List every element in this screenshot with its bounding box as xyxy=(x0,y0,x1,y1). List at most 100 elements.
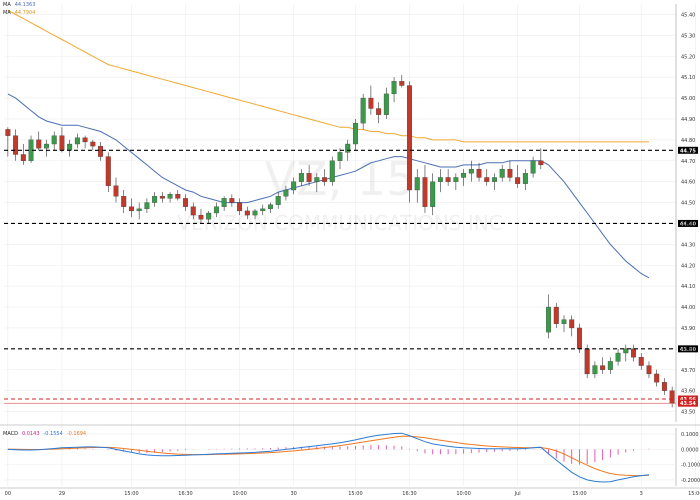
candle-10 xyxy=(82,135,88,149)
candle-body-27 xyxy=(213,206,219,214)
time-tick-label-2: 15:00 xyxy=(124,491,138,497)
price-tick-label-14: 44.00 xyxy=(681,305,695,311)
candle-37 xyxy=(291,177,297,195)
candle-body-8 xyxy=(67,143,73,151)
time-tick-label-6: 15:00 xyxy=(348,491,362,497)
candle-82 xyxy=(638,353,644,370)
price-tick-label-9: 44.50 xyxy=(681,201,695,207)
ma-slow-line xyxy=(7,9,649,143)
candle-67 xyxy=(522,169,528,191)
level-tag-0 xyxy=(678,146,698,154)
candle-body-5 xyxy=(44,143,49,149)
price-tick-label-18: 43.60 xyxy=(681,389,695,395)
macd-pane: 0.1000 0.0000 -0.1000 -0.2000 xyxy=(4,428,700,486)
macd-tick-label-3: -0.2000 xyxy=(681,478,700,484)
candle-51 xyxy=(399,75,405,88)
candle-15 xyxy=(121,190,127,213)
candle-body-54 xyxy=(422,177,428,207)
candle-body-28 xyxy=(221,198,227,207)
candle-body-21 xyxy=(167,194,173,199)
candle-55 xyxy=(430,173,436,216)
level-label-2: 43.80 xyxy=(680,347,696,353)
time-tick-label-9: Jul xyxy=(514,491,521,497)
candle-body-74 xyxy=(576,327,582,350)
candle-body-14 xyxy=(113,185,119,197)
candle-body-2 xyxy=(20,154,26,161)
candle-71 xyxy=(553,302,559,328)
macd-tick-label-1: 0.0000 xyxy=(681,447,699,453)
candle-body-86 xyxy=(669,390,675,404)
candle-57 xyxy=(445,169,451,186)
candle-body-30 xyxy=(237,202,243,212)
candle-32 xyxy=(252,208,258,220)
candle-body-10 xyxy=(82,137,88,143)
price-tick-label-16: 43.80 xyxy=(681,347,695,353)
legend-ma1: MA 44.1363 xyxy=(3,2,35,8)
candle-2 xyxy=(20,144,26,165)
candle-75 xyxy=(584,344,590,379)
candle-body-67 xyxy=(522,173,528,184)
candle-78 xyxy=(607,357,613,374)
candle-63 xyxy=(492,173,497,191)
time-tick-label-8: 10:00 xyxy=(456,491,470,497)
legend-ma2-label: MA xyxy=(3,10,11,16)
candle-body-33 xyxy=(260,208,266,212)
candle-18 xyxy=(144,198,150,213)
candle-56 xyxy=(437,169,443,193)
candle-body-0 xyxy=(5,129,11,136)
candle-body-71 xyxy=(553,306,559,324)
macd-line xyxy=(7,432,650,483)
time-tick-label-0: 00 xyxy=(5,491,11,497)
legend-ma2-value: 44.7904 xyxy=(14,10,36,16)
time-tick-label-4: 10:00 xyxy=(232,491,246,497)
price-tick-label-12: 44.20 xyxy=(681,263,695,269)
candle-84 xyxy=(654,369,660,387)
candle-body-6 xyxy=(51,135,57,145)
candle-30 xyxy=(237,198,243,216)
candle-60 xyxy=(468,160,474,182)
candle-46 xyxy=(360,93,366,130)
legend-macd: MACD 0.0143 -0.1554 -0.1694 xyxy=(3,431,86,437)
candle-38 xyxy=(298,169,304,186)
candle-16 xyxy=(128,198,134,218)
candle-14 xyxy=(113,177,119,203)
price-tick-label-7: 44.70 xyxy=(681,159,695,165)
candle-body-17 xyxy=(136,208,142,212)
price-tick-label-17: 43.70 xyxy=(681,368,695,374)
candle-body-70 xyxy=(546,306,552,333)
candle-body-60 xyxy=(468,168,474,174)
candle-65 xyxy=(507,160,513,182)
level-label-4: 43.54 xyxy=(680,401,696,407)
level-tag-2 xyxy=(678,345,698,353)
price-tick-label-0: 45.40 xyxy=(681,12,695,18)
candle-6 xyxy=(51,131,57,151)
candle-19 xyxy=(152,192,158,207)
candle-body-76 xyxy=(592,365,598,375)
candle-body-32 xyxy=(252,210,258,216)
candle-31 xyxy=(244,206,250,220)
price-axis: 45.40 45.30 45.20 45.10 45.00 44.90 44.80 44.70… xyxy=(675,4,695,422)
candle-13 xyxy=(105,152,111,193)
candle-body-77 xyxy=(600,365,606,370)
candle-body-31 xyxy=(244,210,250,216)
time-tick-label-11: 3 xyxy=(640,491,643,497)
candle-70 xyxy=(546,294,552,339)
candle-body-35 xyxy=(275,196,281,205)
legend-macd-line: -0.1554 xyxy=(43,431,63,437)
candle-body-24 xyxy=(190,206,196,216)
candle-27 xyxy=(213,202,219,218)
candle-body-68 xyxy=(530,160,536,174)
candle-body-82 xyxy=(638,357,644,366)
price-tick-label-3: 45.10 xyxy=(681,75,695,81)
candle-58 xyxy=(453,173,459,191)
candle-body-78 xyxy=(607,361,613,370)
candle-72 xyxy=(561,315,567,333)
candle-20 xyxy=(159,192,165,203)
candle-40 xyxy=(314,173,320,193)
candle-34 xyxy=(268,202,273,213)
candle-47 xyxy=(368,85,374,115)
candle-53 xyxy=(414,169,420,203)
candle-59 xyxy=(461,169,467,186)
candle-83 xyxy=(646,361,652,379)
